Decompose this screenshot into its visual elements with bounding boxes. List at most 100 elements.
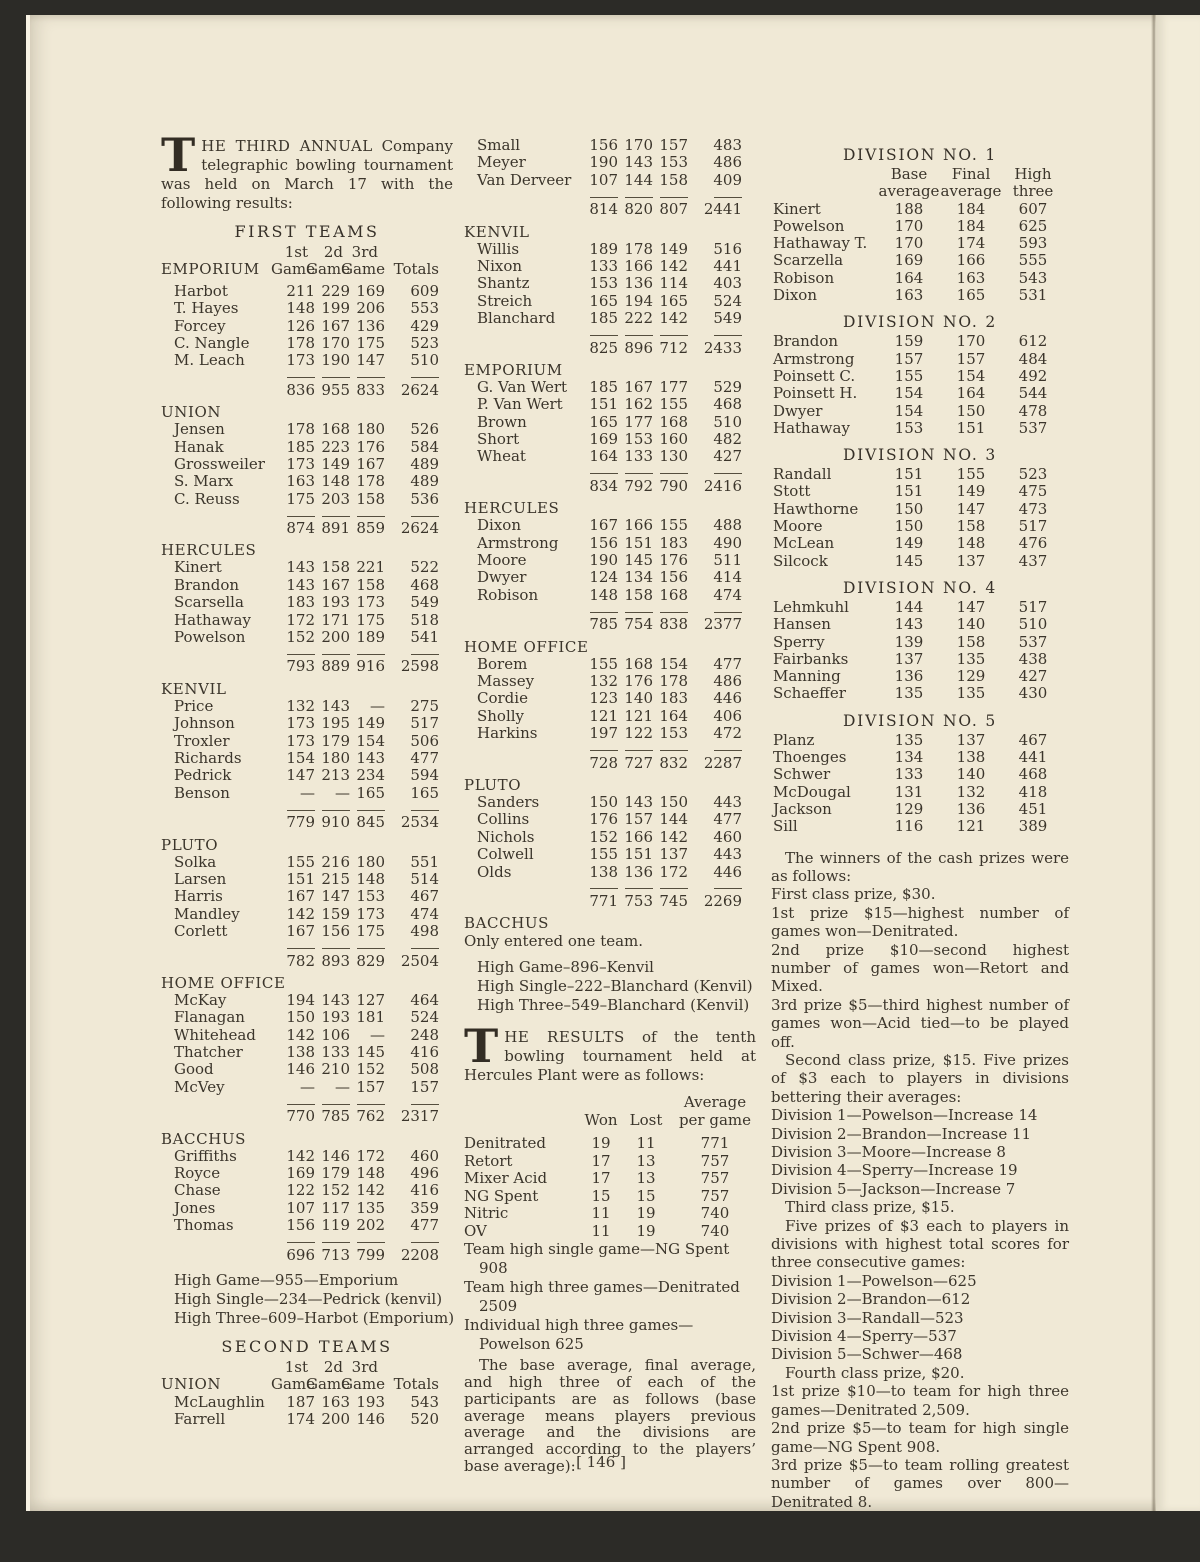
player-name: Troxler — [174, 731, 230, 750]
high-three: 537 — [1018, 632, 1048, 651]
player-name: Grossweiler — [174, 454, 265, 473]
player-name: Larsen — [174, 869, 227, 888]
col-header-final: Final — [951, 165, 991, 183]
team-total-game1: 814 — [589, 200, 618, 219]
game1-score: 178 — [286, 420, 315, 439]
player-name: Hathaway T. — [773, 234, 868, 253]
team-name: HERCULES — [161, 541, 257, 560]
league-team-name: Denitrated — [464, 1134, 547, 1153]
prize-line: Division 5—Schwer—468 — [771, 1345, 963, 1364]
team-total-game2: 754 — [624, 615, 653, 634]
player-name: Silcock — [773, 551, 828, 570]
player-name: Small — [477, 136, 521, 154]
division-row: Hansen 143 140 510 — [771, 615, 1069, 633]
high-three: 437 — [1018, 551, 1048, 570]
team-block: PLUTO Sanders 150 143 150 443 — [464, 776, 756, 910]
player-name: Robison — [773, 268, 835, 287]
player-row: Corlett 167 156 175 498 — [161, 922, 453, 940]
game3-score: 143 — [356, 748, 385, 767]
game2-score: 153 — [624, 430, 653, 449]
game3-score: 234 — [356, 766, 385, 785]
game-label-header: UNION Game Game Game Totals — [161, 1375, 453, 1393]
league-team-name: Retort — [464, 1151, 513, 1170]
team-total-game3: 790 — [659, 476, 688, 495]
player-total: 248 — [410, 1025, 439, 1044]
player-total: 477 — [410, 748, 439, 767]
base-average: 164 — [894, 268, 924, 287]
team-grand-total: 2269 — [703, 891, 742, 910]
base-average: 145 — [894, 551, 924, 570]
player-name: Pedrick — [174, 766, 232, 785]
col-header-high: High — [1014, 165, 1052, 183]
final-average: 151 — [956, 418, 986, 437]
division-row: Randall 151 155 523 — [771, 465, 1069, 483]
game3-score: 153 — [659, 153, 688, 172]
sum-rule — [464, 189, 756, 201]
lost-value: 19 — [636, 1221, 656, 1240]
final-average: 121 — [956, 817, 986, 836]
high-three: 451 — [1018, 799, 1048, 818]
division-row: Planz 135 137 467 — [771, 730, 1069, 749]
team-grand-total: 2377 — [703, 615, 742, 634]
prize-line: 2nd prize $10—second highest number of g… — [771, 940, 1069, 996]
team-block: HOME OFFICE Borem 155 168 154 477 — [464, 638, 756, 772]
final-average: 137 — [956, 730, 986, 749]
game1-score: 152 — [589, 827, 618, 846]
league-team-name: OV — [464, 1221, 487, 1240]
player-total: 518 — [410, 610, 439, 629]
player-row: Jones 107 117 135 359 — [161, 1198, 453, 1217]
left-column: T HE THIRD ANNUAL Company telegraphic bow… — [161, 128, 454, 1429]
player-total: 526 — [410, 420, 439, 439]
game1-score: 142 — [286, 904, 315, 923]
game3-score: 167 — [356, 454, 385, 473]
player-name: Jones — [174, 1198, 216, 1217]
player-total: 516 — [713, 239, 742, 258]
drop-cap: T — [161, 128, 196, 182]
standings-row: OV 11 19 740 — [464, 1221, 756, 1241]
player-name: Jensen — [174, 420, 225, 439]
game1-score: 155 — [589, 654, 618, 673]
player-name: Shantz — [477, 274, 530, 293]
player-row: Wheat 164 133 130 427 — [464, 448, 756, 466]
second-teams-union-rows: McLaughlin 187 163 193 543 Farrell 174 2… — [161, 1393, 453, 1429]
game3-score: 155 — [659, 395, 688, 414]
game3-score: 178 — [659, 671, 688, 690]
team-name: KENVIL — [161, 679, 227, 698]
division-title: DIVISION NO. 2 — [842, 313, 998, 332]
game3-score: 206 — [356, 299, 385, 318]
game2-score: 193 — [321, 1008, 350, 1027]
team-total-game3: 807 — [659, 200, 688, 219]
division-row: Powelson 170 184 625 — [771, 217, 1069, 235]
high-three: 476 — [1018, 534, 1048, 553]
game2-score: 177 — [624, 412, 653, 431]
division-row: Robison 164 163 543 — [771, 268, 1069, 287]
player-total: 486 — [713, 153, 742, 172]
team-totals-row: 785 754 838 2377 — [464, 615, 756, 634]
game1-score: 173 — [286, 351, 315, 370]
tournament-notes: Team high single game—NG Spent 908 Team … — [464, 1240, 756, 1354]
sum-rule — [464, 466, 756, 478]
game1-score: 185 — [286, 437, 315, 456]
team-total-game3: 799 — [356, 1245, 385, 1264]
player-name: McVey — [174, 1077, 225, 1096]
player-row: Short 169 153 160 482 — [464, 430, 756, 449]
team-totals-row: 793 889 916 2598 — [161, 658, 453, 676]
final-average: 158 — [956, 632, 986, 651]
high-three: 537 — [1018, 418, 1048, 437]
game1-score: 124 — [589, 568, 618, 587]
game1-score: 142 — [286, 1025, 315, 1044]
col-header-1st: 1st — [284, 243, 308, 261]
game2-score: 194 — [624, 291, 653, 310]
game3-score: 183 — [659, 533, 688, 552]
player-total: 483 — [713, 136, 742, 154]
high-three: 531 — [1018, 286, 1048, 305]
col-header-won: Won — [584, 1110, 618, 1129]
player-total: 474 — [713, 585, 742, 604]
game3-score: 172 — [356, 1146, 385, 1165]
player-row: Larsen 151 215 148 514 — [161, 869, 453, 888]
player-total: 496 — [410, 1164, 439, 1183]
player-name: Sill — [773, 817, 798, 836]
game3-score: 157 — [356, 1077, 385, 1096]
game3-score: 155 — [659, 516, 688, 535]
game1-score: 211 — [286, 281, 315, 300]
